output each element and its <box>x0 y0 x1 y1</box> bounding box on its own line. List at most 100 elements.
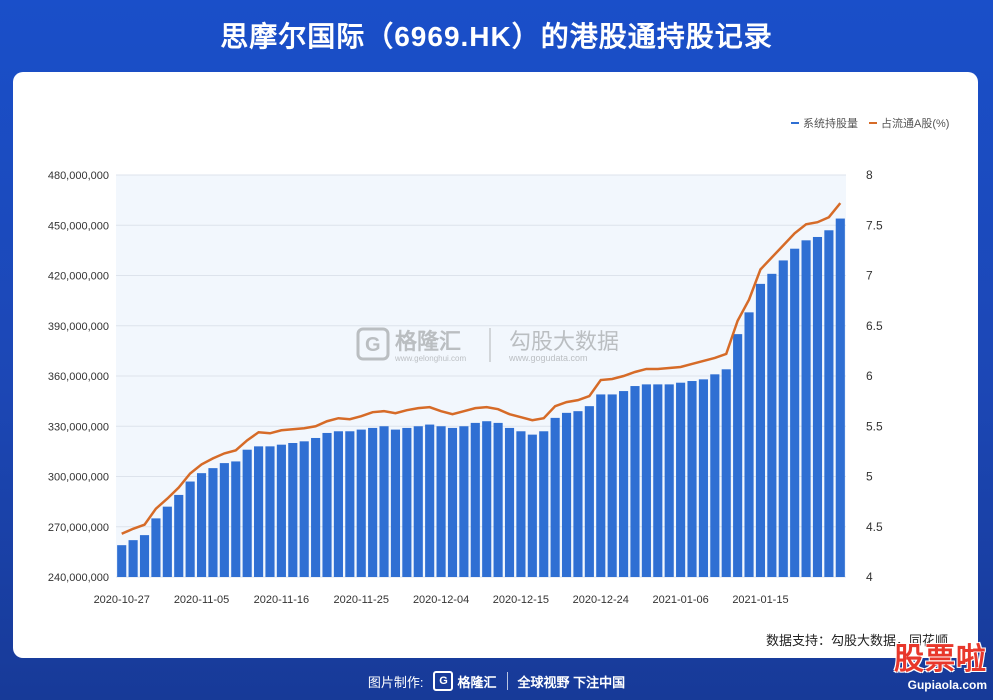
bar <box>299 441 309 577</box>
footer-brand-name: 格隆汇 <box>457 674 497 690</box>
bar <box>653 384 663 577</box>
y-left-tick-label: 300,000,000 <box>48 472 109 484</box>
bar <box>550 417 560 577</box>
source-note: 数据支持：勾股大数据，同花顺 <box>766 633 948 648</box>
bar-series <box>117 218 845 578</box>
bar <box>630 386 640 577</box>
footer: 图片制作: G 格隆汇 全球视野 下注中国 <box>0 662 993 700</box>
y-left-tick-label: 270,000,000 <box>48 522 109 534</box>
y-left-tick-label: 330,000,000 <box>48 421 109 433</box>
bar <box>368 427 378 577</box>
bar <box>436 426 446 577</box>
footer-made-by: 图片制作: <box>367 674 424 690</box>
bar <box>755 283 766 577</box>
bar <box>379 426 389 577</box>
bar <box>151 518 161 577</box>
y-right-tick-label: 5.5 <box>866 419 883 433</box>
bar <box>219 463 229 577</box>
bar <box>447 427 458 577</box>
bar <box>516 431 526 577</box>
bar <box>174 494 184 577</box>
y-right-tick-label: 6 <box>866 369 873 383</box>
y-right-tick-label: 7 <box>866 269 873 283</box>
x-tick-label: 2020-12-04 <box>413 594 469 606</box>
bar <box>664 384 674 577</box>
bar <box>744 312 754 577</box>
bar <box>721 369 731 577</box>
bar <box>687 381 697 577</box>
bar <box>139 535 150 577</box>
bar <box>345 431 355 577</box>
bar <box>596 394 606 577</box>
page-title: 思摩尔国际（6969.HK）的港股通持股记录 <box>220 21 773 52</box>
x-tick-label: 2020-11-05 <box>174 594 229 606</box>
watermark-data-name: 勾股大数据 <box>509 329 619 354</box>
bar <box>276 444 286 577</box>
x-tick-label: 2020-10-27 <box>94 594 150 606</box>
footer-brand: G 格隆汇 <box>433 671 497 691</box>
bar <box>824 230 834 577</box>
bar <box>208 468 218 577</box>
bar <box>333 431 343 577</box>
bar <box>835 218 845 578</box>
chart-panel: G 格隆汇 www.gelonghui.com 勾股大数据 www.goguda… <box>13 72 978 658</box>
x-tick-label: 2021-01-06 <box>652 594 708 606</box>
corner-logo-text: 股票啦 <box>894 643 987 676</box>
bar <box>185 481 195 577</box>
bar <box>402 427 412 577</box>
bar <box>356 429 366 577</box>
chart: G 格隆汇 www.gelonghui.com 勾股大数据 www.goguda… <box>48 116 950 648</box>
bar <box>117 545 127 577</box>
bar <box>801 240 811 577</box>
watermark-logo-icon <box>356 327 390 361</box>
bar <box>527 434 537 577</box>
bar <box>812 236 823 577</box>
bar <box>470 422 480 577</box>
x-tick-label: 2021-01-15 <box>732 594 788 606</box>
bar <box>710 374 720 577</box>
y-left-tick-label: 450,000,000 <box>48 220 109 232</box>
y-right-tick-label: 8 <box>866 168 873 182</box>
x-tick-label: 2020-12-24 <box>573 594 629 606</box>
legend-label-percent: 占流通A股(%) <box>881 116 949 130</box>
bar <box>311 437 321 577</box>
bar <box>778 260 788 577</box>
bar <box>790 248 800 577</box>
watermark-brand-name: 格隆汇 <box>395 329 461 354</box>
bar <box>254 446 264 577</box>
bar <box>242 449 252 577</box>
y-left-tick-label: 360,000,000 <box>48 371 109 383</box>
bar <box>162 506 172 577</box>
bar <box>504 427 515 577</box>
line-series <box>121 202 842 535</box>
bar <box>584 406 594 577</box>
y-right-tick-label: 4.5 <box>866 520 883 534</box>
bar <box>482 421 492 577</box>
bar <box>128 540 138 577</box>
y-right-tick-label: 6.5 <box>866 319 883 333</box>
axes: 240,000,000 270,000,000 300,000,000 330,000… <box>48 168 883 606</box>
corner-logo-url: Gupiaola.com <box>907 678 987 692</box>
bar <box>767 273 777 577</box>
watermark-brand-url: www.gelonghui.com <box>394 354 466 363</box>
bar <box>265 446 275 577</box>
watermark-data-url: www.gogudata.com <box>508 353 588 363</box>
bar <box>459 426 469 577</box>
footer-logo-icon: G <box>433 671 454 691</box>
bar <box>573 411 583 577</box>
bar <box>676 382 686 577</box>
bar <box>413 426 423 577</box>
footer-slogan: 全球视野 下注中国 <box>517 674 626 690</box>
y-left-tick-label: 390,000,000 <box>48 321 109 333</box>
x-tick-label: 2020-11-25 <box>334 594 389 606</box>
bar <box>698 379 708 577</box>
y-left-tick-label: 240,000,000 <box>48 572 109 584</box>
bar <box>539 431 549 577</box>
y-left-tick-label: 420,000,000 <box>48 271 109 283</box>
y-right-tick-label: 7.5 <box>866 218 883 232</box>
bar <box>425 424 435 577</box>
bar <box>561 412 572 577</box>
y-right-tick-label: 4 <box>866 570 873 584</box>
y-left-tick-label: 480,000,000 <box>48 170 109 182</box>
corner-logo: 股票啦 Gupiaola.com <box>894 634 987 692</box>
